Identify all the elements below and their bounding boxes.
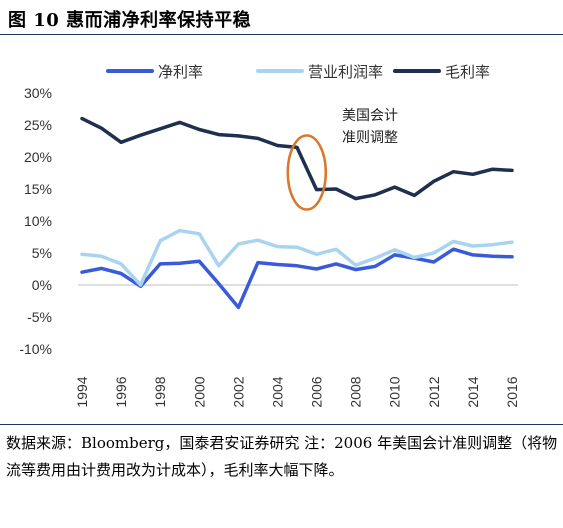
x-tick-label: 1998	[152, 376, 168, 407]
annotation-text: 美国会计	[342, 107, 398, 123]
x-tick-label: 2002	[230, 376, 246, 407]
y-tick-label: 10%	[24, 213, 52, 229]
y-tick-label: -10%	[19, 341, 52, 357]
series-line-gross	[80, 116, 514, 201]
margin-line-chart: 30% 25% 20% 15% 10% 5% 0% -5% -10% 1994 1996 1998 20…	[19, 64, 520, 408]
x-tick-label: 2000	[191, 376, 207, 407]
x-tick-label: 2010	[387, 376, 403, 407]
x-tick-label: 2012	[426, 376, 442, 407]
x-tick-label: 2006	[309, 376, 325, 407]
y-tick-label: 25%	[24, 117, 52, 133]
title-rule	[0, 34, 563, 35]
y-tick-label: 0%	[32, 277, 52, 293]
y-tick-label: 15%	[24, 181, 52, 197]
y-tick-label: 5%	[32, 245, 52, 261]
x-tick-label: 2016	[504, 376, 520, 407]
x-tick-label: 1994	[74, 376, 90, 407]
x-tick-label: 2004	[269, 376, 285, 407]
x-tick-label: 2014	[465, 376, 481, 407]
annotation-text: 准则调整	[342, 129, 398, 145]
y-tick-label: -5%	[27, 309, 52, 325]
y-tick-label: 30%	[24, 85, 52, 101]
series-line-operating	[80, 228, 514, 287]
source-note: 数据来源：Bloomberg，国泰君安证券研究 注：2006 年美国会计准则调整…	[6, 434, 558, 479]
legend-label-operating: 营业利润率	[308, 64, 383, 81]
annotation-highlight-circle	[286, 134, 328, 211]
legend-label-net: 净利率	[158, 64, 203, 81]
footer-rule	[0, 424, 563, 425]
figure-title: 图 10 惠而浦净利率保持平稳	[8, 10, 252, 31]
x-tick-label: 2008	[348, 376, 364, 407]
legend-label-gross: 毛利率	[445, 64, 490, 81]
y-tick-label: 20%	[24, 149, 52, 165]
series-line-net	[80, 247, 514, 310]
x-tick-label: 1996	[113, 376, 129, 407]
